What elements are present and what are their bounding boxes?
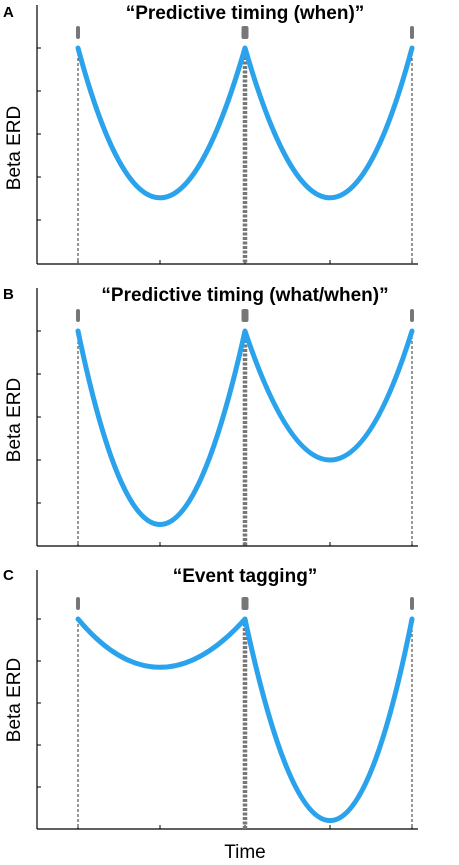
event-marker: [241, 309, 249, 322]
x-axis-label: Time: [224, 842, 266, 863]
y-axis-label: Beta ERD: [4, 658, 25, 742]
panel-title: “Predictive timing (when)”: [126, 3, 365, 24]
panel-label: C: [3, 567, 14, 584]
panel-b: B “Predictive timing (what/when)” Beta E…: [3, 285, 418, 547]
beta-erd-curve: [75, 45, 415, 201]
event-marker: [410, 309, 414, 322]
event-marker: [76, 26, 80, 39]
panel-a: A “Predictive timing (when)” Beta ERD: [3, 3, 418, 265]
event-marker: [410, 597, 414, 610]
event-marker: [410, 26, 414, 39]
panel-title: “Predictive timing (what/when)”: [101, 285, 388, 306]
y-axis-label: Beta ERD: [4, 378, 25, 462]
y-axis-label: Beta ERD: [4, 106, 25, 190]
panel-label: A: [3, 4, 14, 21]
beta-erd-curve: [75, 616, 415, 823]
panel-label: B: [3, 286, 14, 303]
panel-c: C “Event tagging” Beta ERD: [3, 566, 418, 830]
event-marker: [241, 597, 249, 610]
beta-erd-curve: [75, 328, 415, 527]
panel-title: “Event tagging”: [173, 566, 318, 587]
event-marker: [76, 597, 80, 610]
event-marker: [76, 309, 80, 322]
event-marker: [241, 26, 249, 39]
